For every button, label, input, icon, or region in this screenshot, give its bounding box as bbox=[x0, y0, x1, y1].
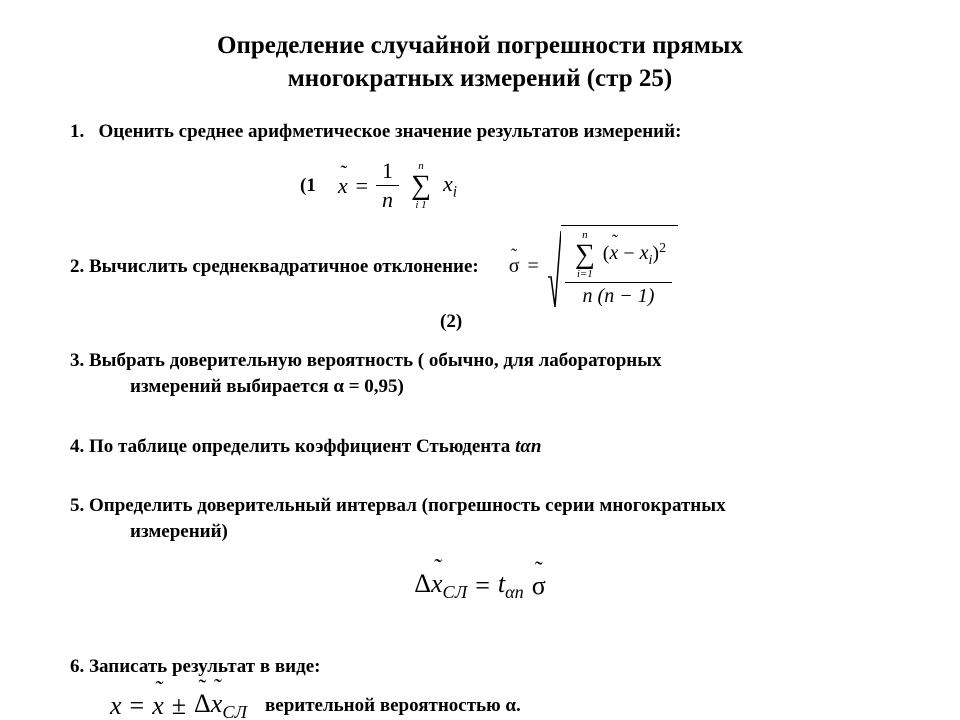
step-5-num: 5. bbox=[70, 495, 84, 516]
formula-1-label: (1 bbox=[300, 173, 316, 199]
f1-eq: = bbox=[356, 171, 368, 201]
f5-t-sub: αn bbox=[505, 582, 524, 602]
step-5-text: 5. Определить доверительный интервал (по… bbox=[70, 495, 726, 516]
f5-x: x bbox=[431, 566, 443, 601]
f6-pm: ± bbox=[172, 688, 186, 720]
f6-eq: = bbox=[130, 688, 145, 720]
f1-sum-bot: i 1 bbox=[415, 200, 426, 211]
f1-sigma: ∑ bbox=[411, 172, 431, 200]
f2-radicand: n ∑ i=1 (x − xi)2 n (n − 1) bbox=[561, 225, 678, 309]
f6-xbar: x bbox=[152, 688, 164, 720]
f2-sigma: ∑ bbox=[575, 241, 595, 269]
step-2-row: 2. Вычислить среднеквадратичное отклонен… bbox=[70, 225, 890, 309]
formula-5-row: ΔxСЛ = tαn σ bbox=[70, 550, 890, 620]
step-4-text: 4. По таблице определить коэффициент Сть… bbox=[70, 436, 541, 457]
f1-xi: xi bbox=[443, 169, 457, 203]
f2-xi-sub: i bbox=[649, 253, 653, 268]
f2-sq: 2 bbox=[659, 241, 666, 256]
formula-6: x = x ± ΔxСЛ bbox=[110, 686, 247, 720]
step-2-body: Вычислить среднеквадратичное отклонение: bbox=[89, 256, 479, 277]
f1-xi-x: x bbox=[443, 171, 453, 196]
f6-dx: ΔxСЛ bbox=[194, 686, 247, 720]
f2-sqrt: n ∑ i=1 (x − xi)2 n (n − 1) bbox=[547, 225, 678, 309]
f6-x: x bbox=[110, 688, 122, 720]
formula-6-row: x = x ± ΔxСЛ верительной вероятностью α. bbox=[70, 686, 890, 720]
title-line-1: Определение случайной погрешности прямых bbox=[217, 32, 743, 59]
page-title: Определение случайной погрешности прямых… bbox=[70, 30, 890, 95]
f1-xi-sub: i bbox=[453, 183, 457, 200]
step-6-num: 6. bbox=[70, 656, 84, 677]
f5-sub: СЛ bbox=[443, 582, 468, 602]
f5-delta: Δ bbox=[414, 569, 431, 598]
formula-1-wrap: (1 x = 1 n n ∑ i 1 xi bbox=[300, 157, 457, 214]
f2-xi-x: x bbox=[640, 242, 649, 264]
step-3: 3. Выбрать доверительную вероятность ( о… bbox=[70, 348, 890, 399]
step-3-num: 3. bbox=[70, 350, 84, 371]
title-line-2: многократных измерений (стр 25) bbox=[288, 65, 672, 92]
f2-frac: n ∑ i=1 (x − xi)2 n (n − 1) bbox=[565, 228, 672, 309]
f1-lhs: x bbox=[338, 171, 348, 201]
step-1-text: 1. Оценить среднее арифметическое значен… bbox=[70, 121, 681, 142]
step-2-num: 2. bbox=[70, 256, 84, 277]
f6-delta: Δ bbox=[194, 686, 211, 720]
radical-icon bbox=[547, 229, 561, 309]
f1-frac: 1 n bbox=[376, 157, 399, 214]
f2-xa: x bbox=[609, 242, 618, 264]
step-5: 5. Определить доверительный интервал (по… bbox=[70, 493, 890, 620]
step-1: 1. Оценить среднее арифметическое значен… bbox=[70, 119, 890, 221]
step-3-body-a: Выбрать доверительную вероятность ( обыч… bbox=[89, 350, 662, 371]
f2-eq: = bbox=[528, 253, 539, 280]
formula-2: σ = n ∑ i=1 bbox=[509, 225, 678, 309]
step-6-text: 6. Записать результат в виде: bbox=[70, 656, 320, 677]
step-2-label-row: (2) bbox=[70, 309, 890, 335]
f1-sum: n ∑ i 1 bbox=[411, 161, 431, 211]
step-3-text: 3. Выбрать доверительную вероятность ( о… bbox=[70, 350, 662, 371]
formula-2-label: (2) bbox=[440, 311, 462, 332]
step-4-body: По таблице определить коэффициент Стьюде… bbox=[89, 436, 515, 457]
f2-sum-bot: i=1 bbox=[577, 269, 593, 280]
f2-minus: − bbox=[623, 242, 634, 264]
f6-dx-sub: СЛ bbox=[222, 702, 247, 720]
f5-eq: = bbox=[475, 568, 490, 603]
step-5-body-a: Определить доверительный интервал (погре… bbox=[89, 495, 726, 516]
f5-t-sym: t bbox=[498, 569, 505, 598]
f1-den: n bbox=[376, 186, 399, 214]
step-6-tail: верительной вероятностью α. bbox=[265, 693, 521, 719]
step-2-text: 2. Вычислить среднеквадратичное отклонен… bbox=[70, 254, 479, 280]
f5-lhs: ΔxСЛ bbox=[414, 566, 467, 605]
f2-xi: xi bbox=[640, 242, 653, 264]
step-5-body-b: измерений) bbox=[130, 521, 228, 542]
formula-1: x = 1 n n ∑ i 1 xi bbox=[338, 157, 457, 214]
step-2: 2. Вычислить среднеквадратичное отклонен… bbox=[70, 225, 890, 335]
f5-t: tαn bbox=[498, 566, 524, 605]
f6-dx-x: x bbox=[211, 686, 223, 720]
f5-sigma: σ bbox=[532, 568, 546, 603]
f2-num: n ∑ i=1 (x − xi)2 bbox=[565, 228, 672, 283]
f2-sum: n ∑ i=1 bbox=[575, 230, 595, 280]
document-page: Определение случайной погрешности прямых… bbox=[0, 0, 960, 720]
f2-lhs: σ bbox=[509, 253, 520, 280]
f2-den: n (n − 1) bbox=[577, 283, 661, 309]
step-1-body: Оценить среднее арифметическое значение … bbox=[99, 121, 682, 142]
step-4-t: tαn bbox=[515, 436, 541, 457]
step-4: 4. По таблице определить коэффициент Сть… bbox=[70, 434, 890, 460]
formula-5: ΔxСЛ = tαn σ bbox=[414, 566, 546, 605]
step-1-num: 1. bbox=[70, 121, 84, 142]
f2-paren: (x − xi)2 bbox=[603, 241, 666, 269]
step-3-body-b: измерений выбирается α = 0,95) bbox=[130, 376, 404, 397]
f1-num: 1 bbox=[376, 157, 399, 186]
formula-1-row: (1 x = 1 n n ∑ i 1 xi bbox=[70, 151, 890, 221]
step-4-num: 4. bbox=[70, 436, 84, 457]
step-6: 6. Записать результат в виде: x = x ± Δx… bbox=[70, 654, 890, 720]
